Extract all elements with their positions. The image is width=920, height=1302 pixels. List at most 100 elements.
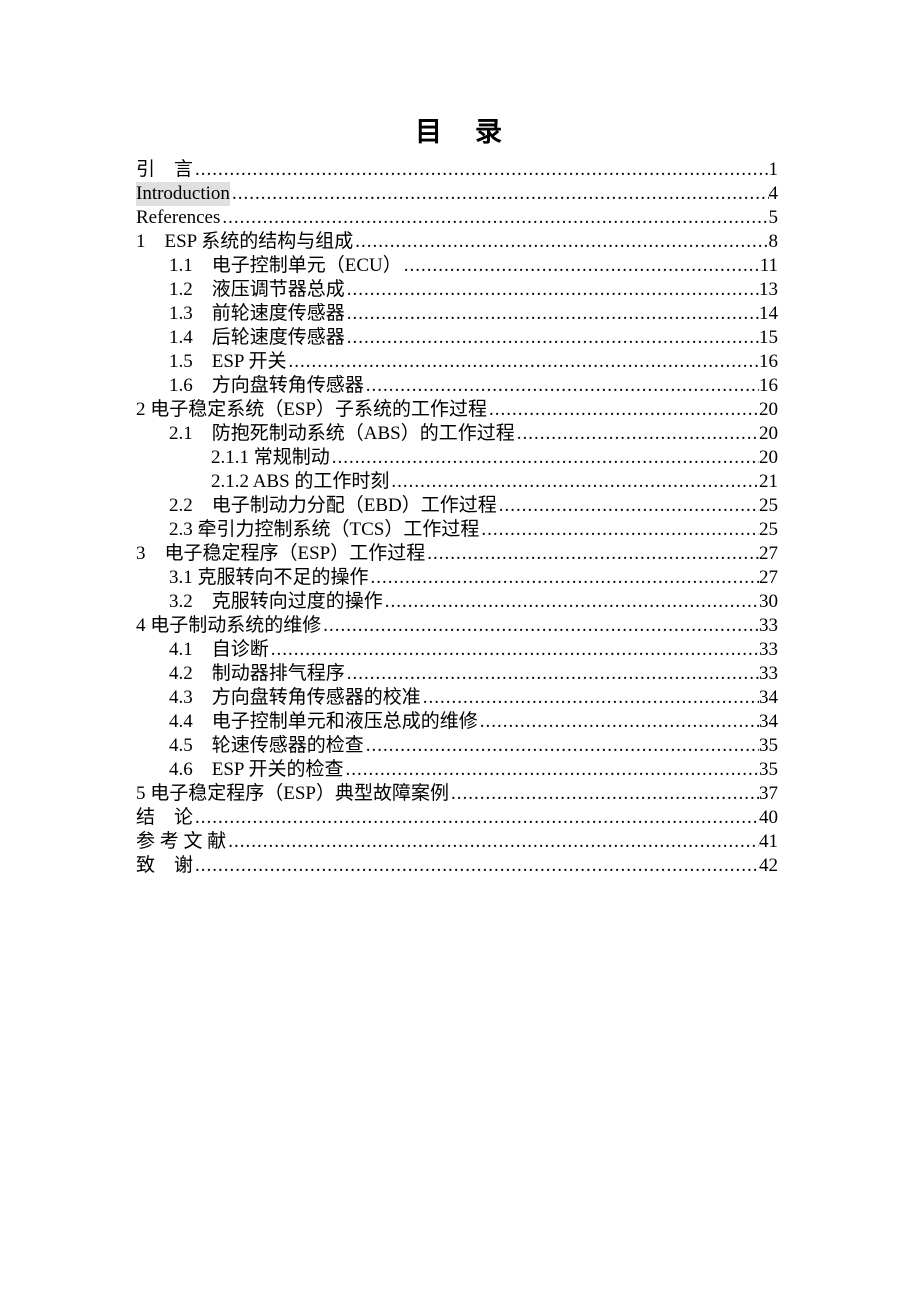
- toc-entry-page: 27: [759, 543, 778, 564]
- toc-entry-page: 34: [759, 711, 778, 732]
- toc-entry-label: 4.1 自诊断: [169, 639, 269, 660]
- toc-entry-page: 37: [759, 783, 778, 804]
- toc-entry: 3.1 克服转向不足的操作 27: [136, 566, 778, 590]
- toc-entry-label: 4 电子制动系统的维修: [136, 615, 322, 636]
- toc-entry-page: 13: [759, 279, 778, 300]
- toc-entry: 2.1.2 ABS 的工作时刻 21: [136, 470, 778, 494]
- toc-entry-label: Introduction: [136, 182, 230, 206]
- toc-entry-label: 2.1.2 ABS 的工作时刻: [211, 471, 390, 492]
- toc-entry-page: 25: [759, 519, 778, 540]
- toc-entry: 4.5 轮速传感器的检查 35: [136, 734, 778, 758]
- toc-entry-label: 4.4 电子控制单元和液压总成的维修: [169, 711, 478, 732]
- toc-entry: 1.6 方向盘转角传感器 16: [136, 374, 778, 398]
- toc-entry-page: 25: [759, 495, 778, 516]
- toc-entry-label: 参 考 文 献: [136, 831, 227, 852]
- toc-entry-label: 5 电子稳定程序（ESP）典型故障案例: [136, 783, 449, 804]
- toc-entry-label: 1.2 液压调节器总成: [169, 279, 345, 300]
- toc-entry-page: 1: [768, 159, 779, 180]
- toc-entry-page: 20: [759, 447, 778, 468]
- toc-entry: 1.1 电子控制单元（ECU） 11: [136, 254, 778, 278]
- toc-entry-page: 40: [759, 807, 778, 828]
- toc-entry: 1.2 液压调节器总成 13: [136, 278, 778, 302]
- toc-entry-label: 1.1 电子控制单元（ECU）: [169, 255, 402, 276]
- toc-entry-page: 14: [759, 303, 778, 324]
- toc-entry-label: 1.4 后轮速度传感器: [169, 327, 345, 348]
- toc-leader-dots: [344, 758, 759, 782]
- toc-leader-dots: [478, 710, 759, 734]
- table-of-contents: 引 言 1 Introduction 4 References 5 1 ESP …: [136, 158, 778, 878]
- toc-entry-page: 41: [759, 831, 778, 852]
- toc-leader-dots: [383, 590, 759, 614]
- toc-entry-label: 4.2 制动器排气程序: [169, 663, 345, 684]
- toc-entry-label: References: [136, 207, 221, 228]
- toc-entry-label: 1 ESP 系统的结构与组成: [136, 231, 354, 252]
- toc-entry: 致 谢 42: [136, 854, 778, 878]
- toc-entry-page: 42: [759, 855, 778, 876]
- toc-leader-dots: [353, 230, 768, 254]
- toc-leader-dots: [330, 446, 759, 470]
- toc-leader-dots: [479, 518, 759, 542]
- toc-entry: 结 论 40: [136, 806, 778, 830]
- toc-entry-page: 33: [759, 615, 778, 636]
- toc-leader-dots: [226, 830, 759, 854]
- toc-entry: 1.5 ESP 开关 16: [136, 350, 778, 374]
- toc-entry-label: 1.3 前轮速度传感器: [169, 303, 345, 324]
- toc-entry: 参 考 文 献 41: [136, 830, 778, 854]
- toc-entry-page: 16: [759, 375, 778, 396]
- toc-entry: 3 电子稳定程序（ESP）工作过程 27: [136, 542, 778, 566]
- toc-leader-dots: [364, 374, 759, 398]
- toc-entry-label: 1.5 ESP 开关: [169, 351, 287, 372]
- toc-entry-label: 3 电子稳定程序（ESP）工作过程: [136, 543, 426, 564]
- toc-entry: 1 ESP 系统的结构与组成 8: [136, 230, 778, 254]
- toc-entry-label: 4.6 ESP 开关的检查: [169, 759, 344, 780]
- toc-leader-dots: [487, 398, 759, 422]
- toc-entry: 4.6 ESP 开关的检查 35: [136, 758, 778, 782]
- toc-entry-label: 2.2 电子制动力分配（EBD）工作过程: [169, 495, 497, 516]
- toc-leader-dots: [287, 350, 759, 374]
- toc-entry-page: 16: [759, 351, 778, 372]
- toc-leader-dots: [364, 734, 759, 758]
- toc-entry-label: 2.3 牵引力控制系统（TCS）工作过程: [169, 519, 480, 540]
- toc-entry-label: 2.1 防抱死制动系统（ABS）的工作过程: [169, 423, 515, 444]
- toc-leader-dots: [421, 686, 759, 710]
- toc-leader-dots: [515, 422, 759, 446]
- toc-leader-dots: [193, 158, 768, 182]
- toc-entry-label: 2.1.1 常规制动: [211, 447, 330, 468]
- toc-leader-dots: [345, 326, 759, 350]
- toc-leader-dots: [425, 542, 759, 566]
- toc-entry: 2.1 防抱死制动系统（ABS）的工作过程 20: [136, 422, 778, 446]
- toc-entry-label: 2 电子稳定系统（ESP）子系统的工作过程: [136, 399, 487, 420]
- toc-entry-page: 5: [768, 207, 779, 228]
- toc-entry-page: 33: [759, 663, 778, 684]
- toc-leader-dots: [449, 782, 759, 806]
- toc-leader-dots: [220, 206, 768, 230]
- toc-entry-page: 35: [759, 759, 778, 780]
- toc-entry-label: 1.6 方向盘转角传感器: [169, 375, 364, 396]
- toc-leader-dots: [193, 806, 759, 830]
- toc-entry-page: 11: [759, 255, 778, 276]
- toc-entry-label: 4.3 方向盘转角传感器的校准: [169, 687, 421, 708]
- toc-entry-page: 33: [759, 639, 778, 660]
- toc-entry-page: 20: [759, 423, 778, 444]
- toc-entry-label: 引 言: [136, 159, 194, 180]
- toc-entry-page: 27: [759, 567, 778, 588]
- toc-leader-dots: [193, 854, 759, 878]
- toc-leader-dots: [345, 662, 759, 686]
- toc-entry: References 5: [136, 206, 778, 230]
- toc-entry-label: 4.5 轮速传感器的检查: [169, 735, 364, 756]
- toc-leader-dots: [402, 254, 760, 278]
- toc-leader-dots: [345, 278, 759, 302]
- toc-entry: 2.3 牵引力控制系统（TCS）工作过程 25: [136, 518, 778, 542]
- toc-leader-dots: [345, 302, 759, 326]
- toc-entry: 3.2 克服转向过度的操作 30: [136, 590, 778, 614]
- toc-entry-page: 15: [759, 327, 778, 348]
- toc-entry: Introduction 4: [136, 182, 778, 206]
- toc-entry: 1.4 后轮速度传感器 15: [136, 326, 778, 350]
- toc-entry: 2 电子稳定系统（ESP）子系统的工作过程 20: [136, 398, 778, 422]
- toc-entry: 2.2 电子制动力分配（EBD）工作过程 25: [136, 494, 778, 518]
- toc-entry: 5 电子稳定程序（ESP）典型故障案例 37: [136, 782, 778, 806]
- toc-entry-page: 4: [768, 183, 779, 204]
- toc-entry: 4.4 电子控制单元和液压总成的维修 34: [136, 710, 778, 734]
- toc-leader-dots: [321, 614, 759, 638]
